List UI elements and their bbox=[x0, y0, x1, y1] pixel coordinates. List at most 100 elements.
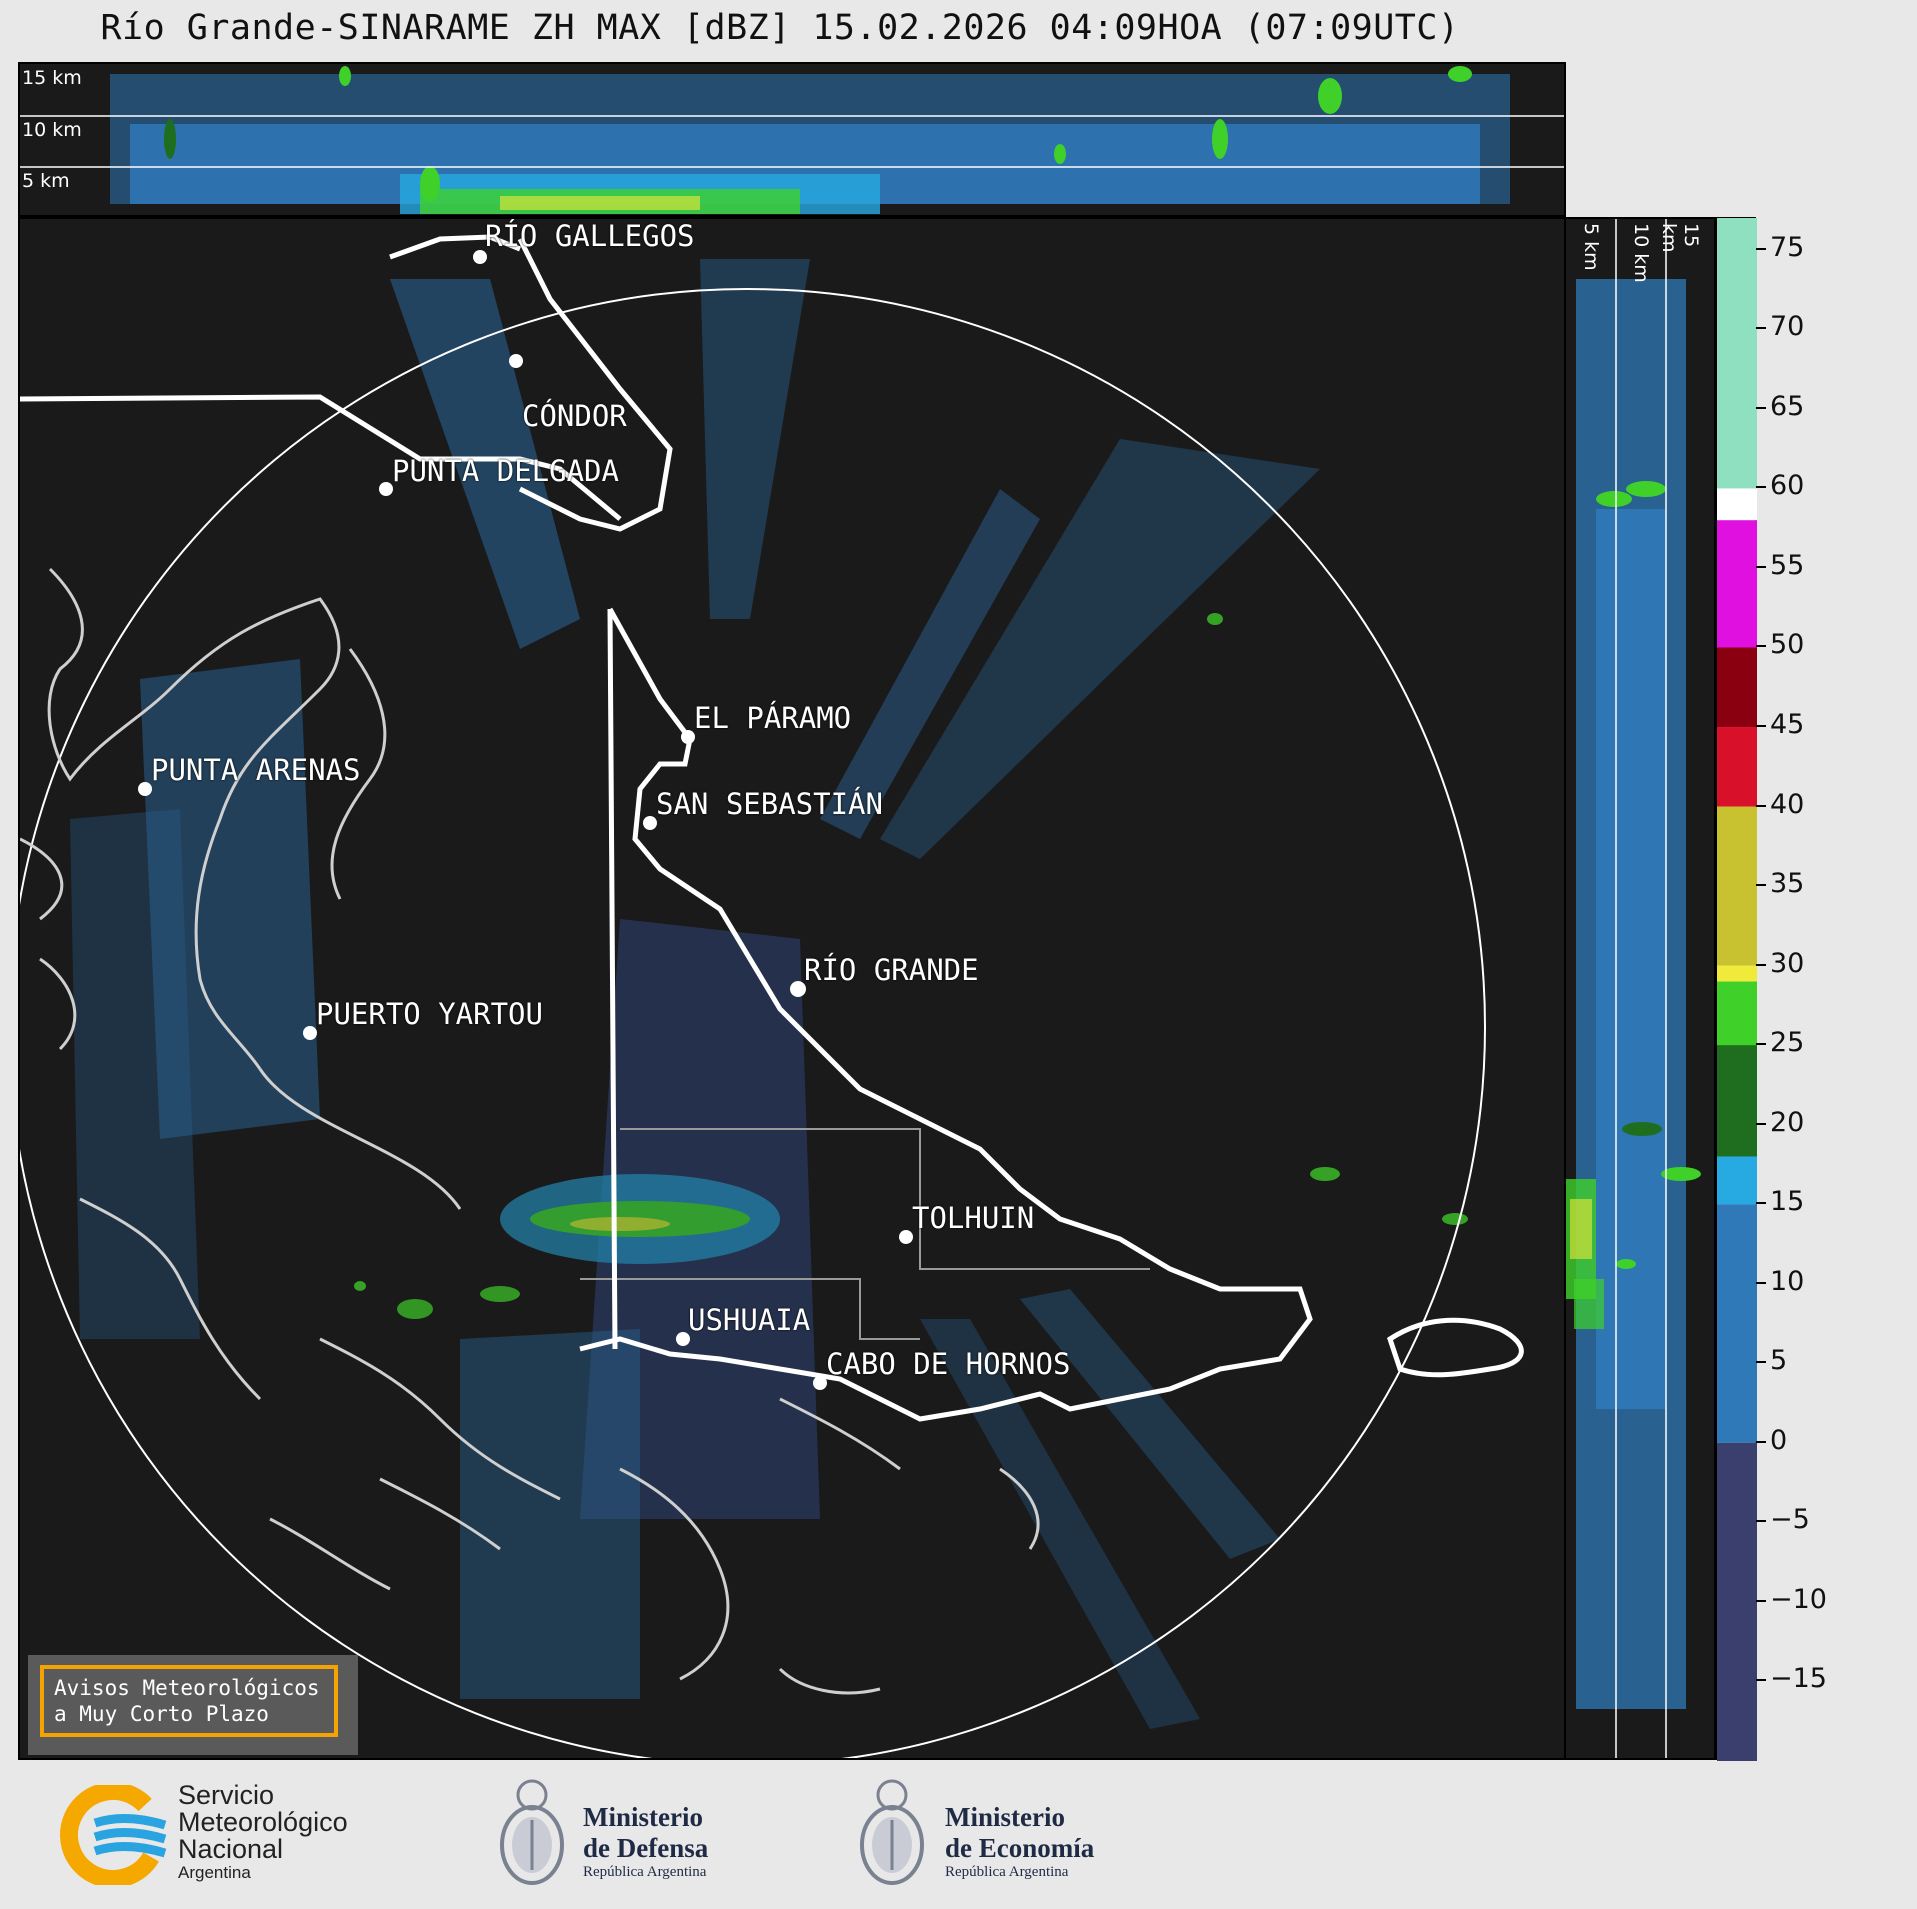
colorbar-tick-label: 5 bbox=[1770, 1345, 1788, 1377]
top-altitude-label-5: 5 km bbox=[22, 170, 70, 192]
colorbar-tick-label: 25 bbox=[1770, 1027, 1805, 1059]
top-cross-section-panel: 15 km 10 km 5 km bbox=[18, 62, 1566, 217]
top-altitude-label-10: 10 km bbox=[22, 119, 82, 141]
reflectivity-echoes bbox=[70, 259, 1468, 1729]
city-label-punta-delgada: PUNTA DELGADA bbox=[392, 454, 619, 488]
colorbar-tick bbox=[1756, 1281, 1766, 1284]
top-altitude-label-15: 15 km bbox=[22, 67, 82, 89]
avisos-line-2: a Muy Corto Plazo bbox=[54, 1702, 269, 1726]
defensa-logo-text: Ministerio de Defensa República Argentin… bbox=[583, 1802, 708, 1881]
colorbar-tick-label: 45 bbox=[1770, 709, 1805, 741]
colorbar-band bbox=[1717, 1204, 1757, 1443]
economia-line-2: de Economía bbox=[945, 1833, 1095, 1863]
colorbar-tick bbox=[1756, 884, 1766, 887]
smn-logo-icon bbox=[59, 1782, 167, 1888]
colorbar-tick bbox=[1756, 486, 1766, 489]
side-altitude-label-5: 5 km bbox=[1580, 223, 1602, 271]
defensa-line-2: de Defensa bbox=[583, 1833, 709, 1863]
colorbar-band bbox=[1717, 806, 1757, 966]
city-label-rio-gallegos: RÍO GALLEGOS bbox=[485, 219, 695, 253]
colorbar-band bbox=[1717, 1156, 1757, 1205]
colorbar-tick bbox=[1756, 1361, 1766, 1364]
colorbar-tick bbox=[1756, 963, 1766, 966]
city-label-puerto-yartou: PUERTO YARTOU bbox=[316, 997, 543, 1031]
colorbar-tick bbox=[1756, 1599, 1766, 1602]
defensa-line-3: República Argentina bbox=[583, 1864, 707, 1880]
colorbar-gradient bbox=[1717, 218, 1757, 1761]
colorbar-tick bbox=[1756, 645, 1766, 648]
smn-line-4: Argentina bbox=[178, 1863, 251, 1882]
colorbar-tick-label: −15 bbox=[1770, 1663, 1827, 1695]
smn-logo-text: Servicio Meteorológico Nacional Argentin… bbox=[178, 1782, 348, 1883]
colorbar-tick-label: 30 bbox=[1770, 947, 1805, 979]
colorbar-tick-label: 40 bbox=[1770, 788, 1805, 820]
smn-line-1: Servicio bbox=[178, 1780, 275, 1810]
city-label-rio-grande: RÍO GRANDE bbox=[804, 953, 979, 987]
smn-logo bbox=[55, 1782, 175, 1888]
political-boundaries bbox=[20, 234, 1524, 1422]
colorbar-tick-label: 55 bbox=[1770, 549, 1805, 581]
colorbar-tick bbox=[1756, 327, 1766, 330]
defensa-line-1: Ministerio bbox=[583, 1802, 703, 1832]
colorbar-band bbox=[1717, 218, 1757, 489]
chart-title: Río Grande-SINARAME ZH MAX [dBZ] 15.02.2… bbox=[100, 8, 1460, 48]
coastlines bbox=[20, 567, 1040, 1695]
colorbar-tick bbox=[1756, 1122, 1766, 1125]
colorbar-tick bbox=[1756, 804, 1766, 807]
reflectivity-colorbar bbox=[1716, 217, 1757, 1761]
city-label-punta-arenas: PUNTA ARENAS bbox=[151, 753, 361, 787]
colorbar-tick bbox=[1756, 406, 1766, 409]
city-label-tolhuin: TOLHUIN bbox=[912, 1201, 1035, 1235]
colorbar-tick-label: −5 bbox=[1770, 1504, 1810, 1536]
colorbar-tick bbox=[1756, 1520, 1766, 1523]
colorbar-tick bbox=[1756, 1202, 1766, 1205]
economia-logo-text: Ministerio de Economía República Argenti… bbox=[945, 1802, 1094, 1881]
avisos-line-1: Avisos Meteorológicos bbox=[54, 1676, 320, 1700]
colorbar-tick-label: 35 bbox=[1770, 868, 1805, 900]
city-label-el-paramo: EL PÁRAMO bbox=[694, 701, 852, 735]
city-label-san-sebastian: SAN SEBASTIÁN bbox=[656, 787, 883, 821]
colorbar-tick-label: 60 bbox=[1770, 470, 1805, 502]
avisos-panel: Avisos Meteorológicos a Muy Corto Plazo bbox=[28, 1655, 358, 1755]
colorbar-tick bbox=[1756, 725, 1766, 728]
side-cross-section-echoes bbox=[1566, 219, 1701, 1758]
coat-of-arms-icon bbox=[500, 1779, 564, 1885]
colorbar-tick bbox=[1756, 1440, 1766, 1443]
economia-coat-of-arms bbox=[855, 1775, 930, 1897]
city-label-cabo-de-hornos: CABO DE HORNOS bbox=[826, 1347, 1071, 1381]
colorbar-tick bbox=[1756, 247, 1766, 250]
colorbar-tick-label: 10 bbox=[1770, 1265, 1805, 1297]
colorbar-band bbox=[1717, 647, 1757, 728]
coat-of-arms-icon-2 bbox=[860, 1779, 924, 1885]
colorbar-band bbox=[1717, 727, 1757, 807]
side-cross-section-panel: 5 km 10 km 15 km bbox=[1564, 217, 1716, 1760]
side-altitude-label-10: 10 km bbox=[1630, 223, 1652, 283]
side-altitude-label-15: 15 km bbox=[1658, 223, 1702, 253]
colorbar-band bbox=[1717, 520, 1757, 648]
radar-map-canvas bbox=[20, 234, 1524, 1758]
colorbar-band bbox=[1717, 1045, 1757, 1157]
colorbar-tick bbox=[1756, 565, 1766, 568]
colorbar-band bbox=[1717, 1442, 1757, 1761]
city-markers bbox=[138, 250, 913, 1390]
colorbar-tick-label: 65 bbox=[1770, 390, 1805, 422]
smn-line-3: Nacional bbox=[178, 1834, 284, 1864]
city-label-condor: CÓNDOR bbox=[522, 399, 627, 433]
colorbar-band bbox=[1717, 488, 1757, 521]
top-cross-section-echoes bbox=[20, 66, 1564, 214]
defensa-coat-of-arms bbox=[495, 1775, 570, 1897]
colorbar-tick-label: 15 bbox=[1770, 1186, 1805, 1218]
economia-line-3: República Argentina bbox=[945, 1864, 1069, 1880]
colorbar-tick bbox=[1756, 1043, 1766, 1046]
smn-line-2: Meteorológico bbox=[178, 1807, 348, 1837]
radar-map: RÍO GALLEGOS CÓNDOR PUNTA DELGADA EL PÁR… bbox=[18, 217, 1566, 1760]
colorbar-tick bbox=[1756, 1679, 1766, 1682]
city-label-ushuaia: USHUAIA bbox=[688, 1303, 811, 1337]
colorbar-tick-label: 20 bbox=[1770, 1106, 1805, 1138]
colorbar-tick-label: 70 bbox=[1770, 311, 1805, 343]
colorbar-tick-label: 0 bbox=[1770, 1424, 1788, 1456]
colorbar-tick-label: 75 bbox=[1770, 231, 1805, 263]
colorbar-tick-label: 50 bbox=[1770, 629, 1805, 661]
colorbar-tick-label: −10 bbox=[1770, 1583, 1827, 1615]
economia-line-1: Ministerio bbox=[945, 1802, 1065, 1832]
